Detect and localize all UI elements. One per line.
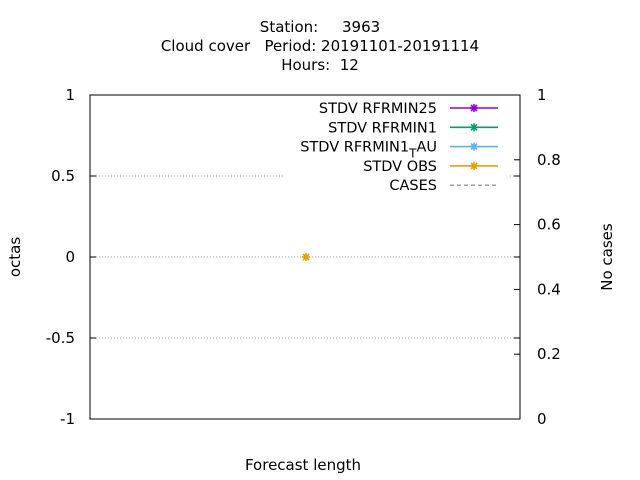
- legend-marker: [470, 123, 478, 132]
- marker-stroke: [302, 253, 310, 261]
- legend-label: STDV RFRMIN25: [319, 101, 437, 117]
- legend-marker: [470, 142, 478, 151]
- data-point: [302, 253, 310, 261]
- legend-label: STDV OBS: [363, 159, 437, 175]
- legend-label: CASES: [389, 178, 437, 194]
- legend-label: STDV RFRMIN1: [328, 120, 437, 136]
- legend-marker: [470, 161, 478, 170]
- y2-axis-ticks: 1 0.8 0.6 0.4 0.2 0: [514, 86, 561, 428]
- y-axis-ticks: 1 0.5 0 -0.5 -1: [46, 86, 520, 428]
- marker-stroke: [470, 104, 478, 112]
- data-points: [302, 253, 310, 261]
- x-axis-label: Forecast length: [245, 456, 361, 474]
- y2-tick-label: 0.4: [537, 280, 561, 298]
- legend-entry: STDV RFRMIN1: [328, 120, 498, 136]
- y-tick-label: -1: [60, 410, 75, 428]
- y2-tick-label: 0.6: [537, 216, 561, 234]
- chart-title-station: Station: 3963: [259, 18, 381, 36]
- y2-tick-label: 0.2: [537, 345, 561, 363]
- y-axis-label: octas: [6, 237, 24, 277]
- y2-tick-label: 0: [537, 410, 547, 428]
- legend-marker: [470, 104, 478, 112]
- y-tick-label: 0.5: [51, 167, 75, 185]
- legend-label: STDV RFRMIN1TAU: [300, 140, 437, 161]
- chart-title-hours: Hours: 12: [281, 56, 359, 74]
- gridlines: [90, 175, 520, 339]
- y2-axis-label: No cases: [598, 223, 616, 291]
- legend-entry: CASES: [389, 178, 498, 194]
- y-tick-label: -0.5: [46, 329, 75, 347]
- legend-entry: STDV OBS: [363, 159, 498, 175]
- y2-tick-label: 1: [537, 86, 547, 104]
- marker-stroke: [470, 162, 478, 170]
- marker-stroke: [470, 143, 478, 151]
- y-tick-label: 0: [65, 248, 75, 266]
- y-tick-label: 1: [65, 86, 75, 104]
- chart-title-period: Cloud cover Period: 20191101-20191114: [160, 37, 480, 55]
- y2-tick-label: 0.8: [537, 151, 561, 169]
- legend: STDV RFRMIN25 STDV RFRMIN1 STDV RFRMIN1TAU…: [300, 101, 498, 194]
- marker-stroke: [470, 123, 478, 131]
- legend-entry: STDV RFRMIN1TAU: [300, 140, 498, 161]
- legend-entry: STDV RFRMIN25: [319, 101, 498, 117]
